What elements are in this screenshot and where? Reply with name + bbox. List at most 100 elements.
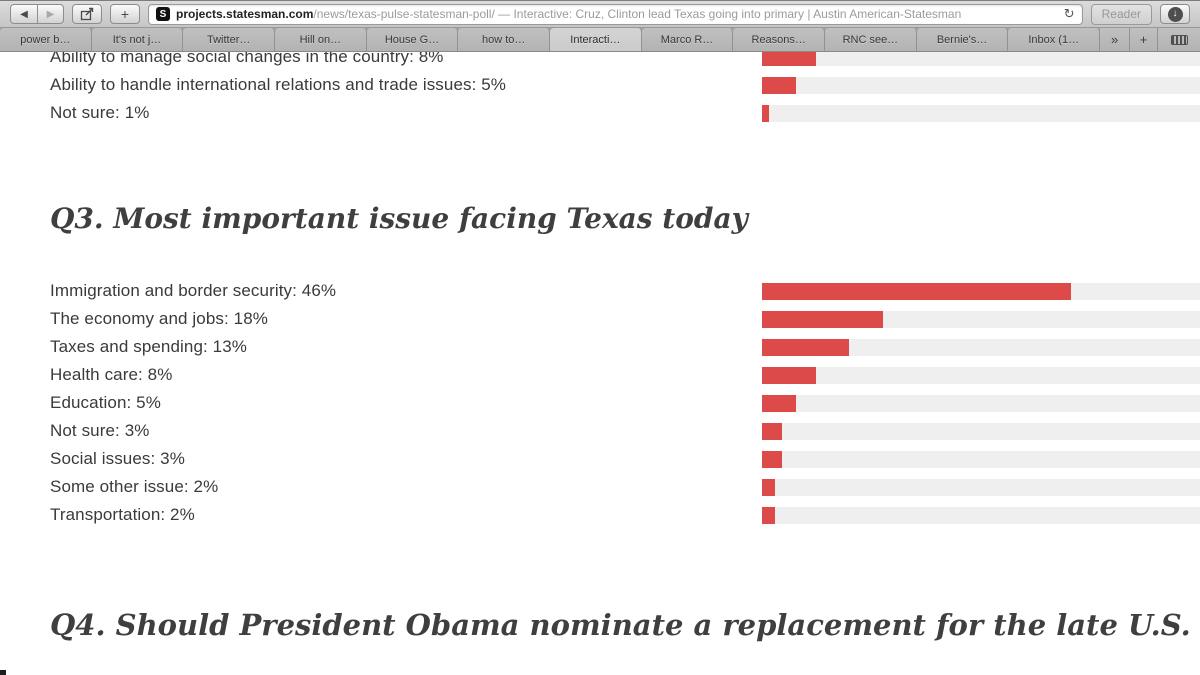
poll-row: Not sure: 3%: [0, 417, 1200, 445]
poll-row-label: Not sure: 3%: [50, 421, 150, 440]
poll-row-label: Some other issue: 2%: [50, 477, 219, 496]
tab-bar: power b… It's not j… Twitter… Hill on… H…: [0, 28, 1200, 52]
refresh-icon[interactable]: ↻: [1063, 6, 1075, 21]
back-button[interactable]: ◀: [10, 4, 37, 24]
bar-track: [762, 506, 1200, 524]
share-button[interactable]: [72, 4, 102, 24]
bar-track: [762, 366, 1200, 384]
show-all-tabs-icon: [1170, 34, 1188, 45]
tab-label: RNC see…: [842, 33, 899, 46]
tab-label: Bernie's…: [936, 33, 988, 46]
back-icon: ◀: [20, 8, 28, 20]
bar-track: [762, 310, 1200, 328]
tab-its-not-j[interactable]: It's not j…: [91, 28, 184, 51]
poll-row: Education: 5%: [0, 389, 1200, 417]
bar-fill: [762, 310, 883, 328]
new-tab-bar-button[interactable]: +: [1130, 28, 1159, 51]
tab-label: Reasons…: [751, 33, 806, 46]
tab-house-g[interactable]: House G…: [366, 28, 459, 51]
bar-track: [762, 478, 1200, 496]
poll-row-label: Taxes and spending: 13%: [50, 337, 247, 356]
bar-fill: [762, 506, 776, 524]
q3-results: Immigration and border security: 46% The…: [0, 277, 1200, 529]
tab-twitter[interactable]: Twitter…: [183, 28, 276, 51]
bar-fill: [762, 394, 796, 412]
tab-label: House G…: [384, 33, 440, 46]
tab-label: It's not j…: [112, 33, 162, 46]
bar-fill: [762, 282, 1072, 300]
bar-fill: [762, 76, 796, 94]
poll-row: Immigration and border security: 46%: [0, 277, 1200, 305]
share-icon: [80, 7, 93, 21]
browser-toolbar: ◀ ▶ + S projects.statesman.com/news/texa…: [0, 0, 1200, 28]
bar-fill: [762, 52, 816, 66]
forward-icon: ▶: [46, 8, 55, 20]
poll-row: Ability to manage social changes in the …: [0, 52, 1200, 71]
site-favicon: S: [156, 7, 170, 21]
bar-fill: [762, 366, 816, 384]
url-path-and-title: /news/texas-pulse-statesman-poll/ — Inte…: [313, 7, 962, 21]
bar-fill: [762, 450, 783, 468]
poll-row-label: Immigration and border security: 46%: [50, 281, 337, 300]
tab-bernies[interactable]: Bernie's…: [916, 28, 1009, 51]
poll-row: Taxes and spending: 13%: [0, 333, 1200, 361]
poll-row-label: Social issues: 3%: [50, 449, 185, 468]
tab-label: power b…: [20, 33, 71, 46]
poll-row: Transportation: 2%: [0, 501, 1200, 529]
tab-label: Inbox (1…: [1028, 33, 1080, 46]
question-heading-q3: Q3. Most important issue facing Texas to…: [50, 202, 748, 235]
question-heading-q4: Q4. Should President Obama nominate a re…: [50, 608, 1200, 642]
tab-marco-r[interactable]: Marco R…: [641, 28, 734, 51]
tab-power-b[interactable]: power b…: [0, 28, 92, 51]
new-tab-icon: +: [1139, 32, 1148, 47]
tab-overflow-icon: »: [1110, 32, 1119, 47]
tab-inbox[interactable]: Inbox (1…: [1008, 28, 1101, 51]
poll-row-label: Ability to manage social changes in the …: [50, 52, 444, 66]
poll-row: Ability to handle international relation…: [0, 71, 1200, 99]
tab-interactive-active[interactable]: Interacti…: [550, 28, 642, 51]
poll-row: Not sure: 1%: [0, 99, 1200, 127]
forward-button[interactable]: ▶: [37, 4, 64, 24]
bar-fill: [762, 422, 783, 440]
tab-hill-on[interactable]: Hill on…: [275, 28, 367, 51]
tab-label: how to…: [481, 33, 526, 46]
bar-track: [762, 76, 1200, 94]
bar-track: [762, 422, 1200, 440]
tab-rnc-see[interactable]: RNC see…: [825, 28, 917, 51]
url-bar[interactable]: S projects.statesman.com/news/texas-puls…: [148, 3, 1083, 25]
poll-row: Health care: 8%: [0, 361, 1200, 389]
bar-fill: [762, 478, 776, 496]
download-arrow: ↓: [1172, 8, 1178, 19]
url-domain: projects.statesman.com: [176, 7, 314, 21]
bar-track: [762, 282, 1200, 300]
downloads-button[interactable]: ↓: [1160, 4, 1190, 24]
poll-row-label: Education: 5%: [50, 393, 161, 412]
tab-how-to[interactable]: how to…: [458, 28, 551, 51]
bar-fill: [762, 338, 850, 356]
poll-row: Social issues: 3%: [0, 445, 1200, 473]
reader-button[interactable]: Reader: [1090, 3, 1152, 25]
plus-icon: +: [120, 6, 130, 22]
tab-label: Twitter…: [206, 33, 251, 46]
bar-track: [762, 338, 1200, 356]
tab-label: Marco R…: [660, 33, 714, 46]
download-icon: ↓: [1167, 6, 1183, 22]
poll-row-label: Not sure: 1%: [50, 103, 150, 122]
url-text: projects.statesman.com/news/texas-pulse-…: [176, 7, 1058, 21]
previous-question-results: Ability to manage social changes in the …: [0, 52, 1200, 127]
poll-row-label: Ability to handle international relation…: [50, 75, 507, 94]
poll-row: The economy and jobs: 18%: [0, 305, 1200, 333]
tab-overflow-button[interactable]: »: [1100, 28, 1131, 51]
tab-reasons[interactable]: Reasons…: [733, 28, 826, 51]
poll-row-label: The economy and jobs: 18%: [50, 309, 268, 328]
bar-track: [762, 394, 1200, 412]
tab-label: Hill on…: [299, 33, 342, 46]
poll-row-label: Transportation: 2%: [50, 505, 195, 524]
bar-track: [762, 104, 1200, 122]
bar-fill: [762, 104, 769, 122]
poll-row-label: Health care: 8%: [50, 365, 173, 384]
show-all-tabs-button[interactable]: [1158, 28, 1200, 51]
new-tab-button[interactable]: +: [110, 4, 140, 24]
bar-track: [762, 52, 1200, 66]
tab-label: Interacti…: [570, 33, 621, 46]
